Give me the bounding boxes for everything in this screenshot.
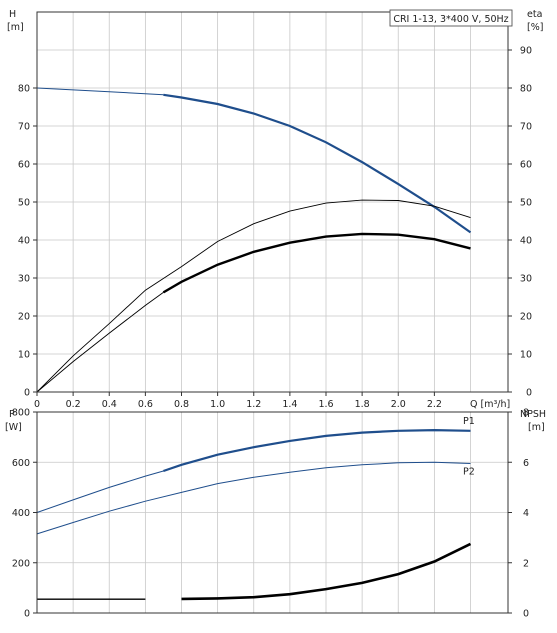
x-axis-unit-label: Q [m³/h] bbox=[470, 399, 510, 410]
x-tick-label: 0.4 bbox=[102, 399, 117, 410]
eta-curve-lower-thin bbox=[36, 292, 164, 393]
p1-curve-thin bbox=[36, 470, 164, 513]
eta-tick-label: 10 bbox=[520, 350, 532, 361]
npsh-axis-name: NPSH bbox=[520, 409, 546, 420]
x-tick-label: 1.4 bbox=[282, 399, 297, 410]
h-tick-label: 60 bbox=[18, 160, 30, 171]
h-tick-label: 50 bbox=[18, 198, 30, 209]
h-axis-unit: [m] bbox=[7, 22, 24, 33]
x-tick-label: 0.8 bbox=[174, 399, 189, 410]
head-curve-thin bbox=[36, 87, 164, 96]
eta-axis-name: eta bbox=[527, 9, 542, 20]
x-tick-label: 0 bbox=[34, 399, 40, 410]
h-tick-label: 10 bbox=[18, 350, 30, 361]
h-axis-name: H bbox=[9, 9, 16, 20]
npsh-curve bbox=[181, 542, 472, 601]
eta-axis-unit: [%] bbox=[527, 22, 543, 33]
eta-tick-label: 0 bbox=[526, 388, 532, 399]
npsh-tick-label: 6 bbox=[523, 458, 529, 469]
x-tick-label: 0.2 bbox=[66, 399, 81, 410]
h-tick-label: 40 bbox=[18, 236, 30, 247]
p1-curve bbox=[163, 428, 471, 473]
eta-tick-label: 60 bbox=[520, 160, 532, 171]
npsh-tick-label: 8 bbox=[523, 408, 529, 419]
p-tick-label: 400 bbox=[12, 508, 30, 519]
p2-series-label: P2 bbox=[463, 467, 475, 478]
x-tick-label: 2.2 bbox=[427, 399, 442, 410]
eta-tick-label: 90 bbox=[520, 46, 532, 57]
x-tick-label: 2.0 bbox=[391, 399, 406, 410]
chart-title: CRI 1-13, 3*400 V, 50Hz bbox=[393, 14, 508, 25]
p-tick-label: 800 bbox=[12, 408, 30, 419]
eta-tick-label: 40 bbox=[520, 236, 532, 247]
p-axis-name: P bbox=[9, 409, 15, 420]
eta-curve-lower bbox=[162, 232, 471, 294]
h-tick-label: 70 bbox=[18, 122, 30, 133]
eta-tick-label: 20 bbox=[520, 312, 532, 323]
x-tick-label: 0.6 bbox=[138, 399, 153, 410]
p-tick-label: 0 bbox=[24, 609, 30, 620]
p2-curve bbox=[36, 461, 471, 535]
chart-title-box bbox=[389, 9, 513, 27]
npsh-tick-label: 0 bbox=[523, 609, 529, 620]
eta-tick-label: 80 bbox=[520, 84, 532, 95]
x-tick-label: 1.2 bbox=[246, 399, 261, 410]
h-tick-label: 30 bbox=[18, 274, 30, 285]
eta-curve-upper bbox=[36, 199, 471, 393]
eta-tick-label: 70 bbox=[520, 122, 532, 133]
npsh-axis-unit: [m] bbox=[528, 422, 545, 433]
p1-series-label: P1 bbox=[463, 416, 475, 427]
h-tick-label: 0 bbox=[24, 388, 30, 399]
x-tick-label: 1.6 bbox=[318, 399, 333, 410]
p-tick-label: 200 bbox=[12, 558, 30, 569]
h-tick-label: 20 bbox=[18, 312, 30, 323]
p-tick-label: 600 bbox=[12, 458, 30, 469]
npsh-tick-label: 4 bbox=[523, 508, 529, 519]
head-curve bbox=[163, 93, 472, 234]
x-tick-label: 1.0 bbox=[210, 399, 225, 410]
p-axis-unit: [W] bbox=[5, 422, 22, 433]
npsh-tick-label: 2 bbox=[523, 558, 529, 569]
eta-tick-label: 30 bbox=[520, 274, 532, 285]
eta-tick-label: 50 bbox=[520, 198, 532, 209]
h-tick-label: 80 bbox=[18, 84, 30, 95]
x-tick-label: 1.8 bbox=[355, 399, 370, 410]
